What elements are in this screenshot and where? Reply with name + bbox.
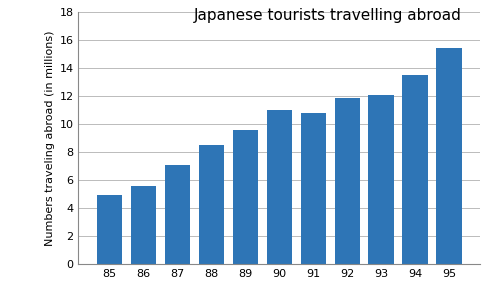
Bar	[267, 110, 292, 264]
Bar	[97, 195, 122, 264]
Y-axis label: Numbers traveling abroad (in millions): Numbers traveling abroad (in millions)	[45, 30, 55, 246]
Bar	[300, 113, 326, 264]
Bar	[165, 165, 190, 264]
Title: Japanese tourists travelling abroad: Japanese tourists travelling abroad	[194, 8, 462, 22]
Bar	[335, 98, 360, 264]
Bar	[233, 130, 258, 264]
Bar	[198, 145, 224, 264]
Bar	[368, 95, 394, 264]
Bar	[437, 48, 462, 264]
Bar	[402, 75, 428, 264]
Bar	[131, 186, 156, 264]
